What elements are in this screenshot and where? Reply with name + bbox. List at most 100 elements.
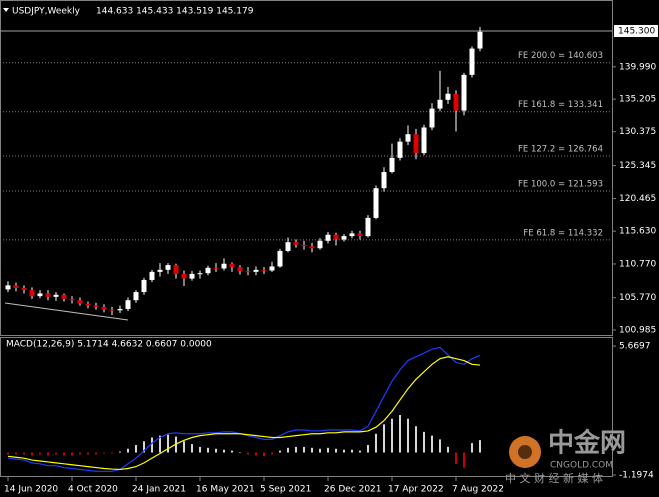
candle-body xyxy=(309,246,315,249)
histogram-bar xyxy=(479,440,481,453)
candle-body xyxy=(197,273,203,275)
histogram-bar xyxy=(15,452,17,455)
candle-body xyxy=(301,244,307,247)
histogram-bar xyxy=(423,431,425,453)
histogram-bar xyxy=(455,452,457,464)
candle-body xyxy=(37,293,43,297)
histogram-bar xyxy=(463,452,465,468)
x-tick-label: 5 Sep 2021 xyxy=(260,485,311,495)
candle-body xyxy=(157,269,163,272)
histogram-bar xyxy=(391,418,393,453)
candle-body xyxy=(445,93,451,100)
fe-level-label: FE 100.0 = 121.593 xyxy=(518,179,603,189)
histogram-bar xyxy=(303,446,305,453)
fe-level-label: FE 127.2 = 126.764 xyxy=(518,145,603,155)
x-tick-label: 4 Oct 2020 xyxy=(68,485,118,495)
logo-core xyxy=(518,445,532,459)
histogram-bar xyxy=(215,448,217,453)
histogram-bar xyxy=(447,446,449,453)
candle-body xyxy=(293,242,299,245)
histogram-bar xyxy=(127,448,129,453)
histogram-bar xyxy=(375,433,377,453)
histogram-bar xyxy=(471,443,473,453)
histogram-bar xyxy=(239,452,241,454)
macd-title: MACD(12,26,9) 5.1714 4.6632 0.6607 0.000… xyxy=(6,340,212,350)
y-tick-label: -1.1974 xyxy=(619,471,654,481)
histogram-bar xyxy=(415,426,417,453)
candle-body xyxy=(477,31,483,49)
candle-body xyxy=(461,74,467,111)
candle-body xyxy=(109,309,115,311)
y-tick-label: 105.770 xyxy=(619,293,656,303)
histogram-bar xyxy=(119,451,121,453)
histogram-bar xyxy=(71,452,73,456)
candle-body xyxy=(205,267,211,274)
histogram-bar xyxy=(7,452,9,455)
y-tick-label: 110.770 xyxy=(619,259,656,269)
histogram-bar xyxy=(143,441,145,453)
candle-body xyxy=(85,303,91,306)
histogram-bar xyxy=(351,449,353,453)
ohlc-values: 144.633 145.433 143.519 145.179 xyxy=(96,7,254,17)
candle-body xyxy=(245,271,251,273)
candle-body xyxy=(61,294,67,299)
histogram-bar xyxy=(135,445,137,453)
candle-body xyxy=(221,263,227,269)
candle-body xyxy=(5,285,11,290)
candle-body xyxy=(77,300,83,304)
histogram-bar xyxy=(335,448,337,453)
candle-body xyxy=(333,234,339,240)
x-tick-label: 14 Jun 2020 xyxy=(4,485,58,495)
candle-body xyxy=(413,134,419,154)
histogram-bar xyxy=(23,452,25,455)
candle-body xyxy=(349,233,355,237)
histogram-bar xyxy=(399,414,401,453)
candle-body xyxy=(213,267,219,269)
histogram-bar xyxy=(439,439,441,453)
candle-body xyxy=(117,308,123,311)
histogram-bar xyxy=(223,449,225,453)
candle-body xyxy=(285,242,291,251)
histogram-bar xyxy=(183,441,185,453)
histogram-bar xyxy=(279,450,281,453)
x-tick-label: 17 Apr 2022 xyxy=(388,485,444,495)
histogram-bar xyxy=(31,452,33,456)
candle-body xyxy=(277,250,283,267)
watermark-site: CNGOLD.COM xyxy=(550,461,613,471)
histogram-bar xyxy=(87,452,89,455)
histogram-bar xyxy=(359,450,361,453)
fe-level-label: FE 61.8 = 114.332 xyxy=(523,228,603,238)
candle-body xyxy=(365,217,371,237)
candle-body xyxy=(357,233,363,237)
histogram-bar xyxy=(103,452,105,454)
histogram-bar xyxy=(191,444,193,453)
histogram-bar xyxy=(79,452,81,455)
histogram-bar xyxy=(47,452,49,456)
histogram-bar xyxy=(327,447,329,453)
candle-body xyxy=(373,188,379,218)
histogram-bar xyxy=(207,447,209,453)
candle-body xyxy=(389,157,395,173)
y-tick-label: 130.375 xyxy=(619,127,656,137)
candle-body xyxy=(381,172,387,189)
histogram-bar xyxy=(199,446,201,453)
menu-triangle xyxy=(3,8,9,12)
candle-body xyxy=(165,265,171,270)
candle-body xyxy=(133,292,139,301)
candle-body xyxy=(341,236,347,240)
candle-body xyxy=(469,48,475,75)
y-tick-label: 139.990 xyxy=(619,62,656,72)
candle-body xyxy=(261,269,267,271)
candle-body xyxy=(45,293,51,297)
histogram-bar xyxy=(407,418,409,453)
candle-body xyxy=(125,300,131,309)
histogram-bar xyxy=(263,452,265,457)
y-tick-label: 115.630 xyxy=(619,227,656,237)
histogram-bar xyxy=(343,449,345,453)
histogram-bar xyxy=(151,437,153,453)
candle-body xyxy=(93,305,99,307)
current-price-label: 145.300 xyxy=(618,27,655,37)
watermark: 中金网 CNGOLD.COM 中 文 财 经 新 媒 体 xyxy=(505,428,626,486)
